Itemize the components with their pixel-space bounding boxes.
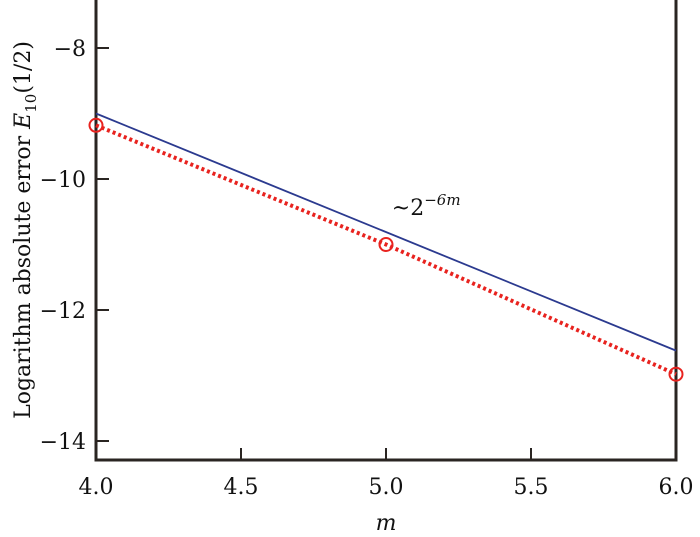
plot-frame	[94, 0, 678, 462]
plot-border	[94, 0, 678, 462]
x-axis-ticks: 4.0 4.5 5.0 5.5 6.0	[79, 448, 694, 500]
x-tick-label: 5.5	[514, 475, 549, 500]
data-point-marker	[378, 237, 394, 252]
x-tick-label: 4.0	[79, 475, 114, 500]
y-tick-label: −12	[40, 299, 86, 324]
x-tick-label: 6.0	[659, 475, 694, 500]
x-tick-label: 4.5	[224, 475, 259, 500]
y-axis-title: Logarithm absolute error E10(1/2)	[11, 41, 40, 419]
x-tick-label: 5.0	[369, 475, 404, 500]
data-point-marker	[668, 366, 684, 382]
x-axis-title: m	[376, 511, 397, 536]
y-tick-label: −14	[40, 430, 86, 455]
series-layer	[88, 112, 684, 382]
data-point-marker	[88, 117, 104, 133]
reference-slope-line	[95, 112, 677, 352]
error-series-line	[95, 123, 677, 377]
y-tick-label: −8	[54, 37, 86, 62]
y-axis-ticks: −8 −10 −12 −14	[40, 37, 109, 455]
slope-annotation: ~2−6m	[392, 191, 461, 221]
y-tick-label: −10	[40, 168, 86, 193]
